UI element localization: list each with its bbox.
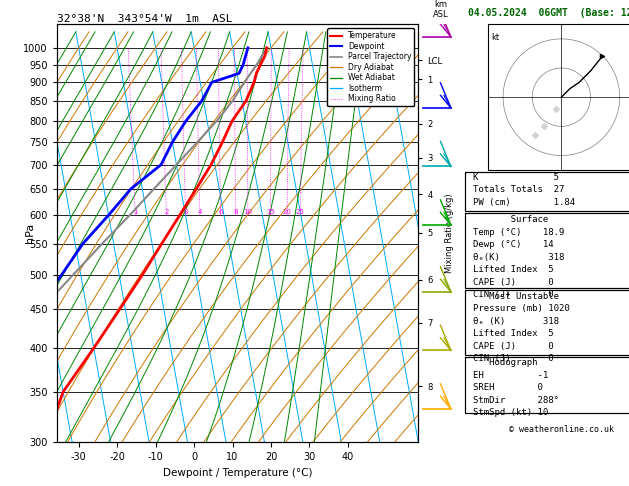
Text: 1: 1 (133, 209, 138, 215)
Text: Most Unstable
Pressure (mb) 1020
θₑ (K)       318
Lifted Index  5
CAPE (J)      : Most Unstable Pressure (mb) 1020 θₑ (K) … (473, 292, 570, 363)
Y-axis label: Mixing Ratio (g/kg): Mixing Ratio (g/kg) (445, 193, 454, 273)
Text: 32°38'N  343°54'W  1m  ASL: 32°38'N 343°54'W 1m ASL (57, 14, 232, 23)
Text: km
ASL: km ASL (433, 0, 448, 19)
Text: 3: 3 (184, 209, 188, 215)
Text: 20: 20 (282, 209, 292, 215)
Text: 15: 15 (266, 209, 275, 215)
Legend: Temperature, Dewpoint, Parcel Trajectory, Dry Adiabat, Wet Adiabat, Isotherm, Mi: Temperature, Dewpoint, Parcel Trajectory… (327, 28, 415, 106)
Text: 04.05.2024  06GMT  (Base: 12): 04.05.2024 06GMT (Base: 12) (468, 8, 629, 18)
Text: Hodograph
EH          -1
SREH        0
StmDir      288°
StmSpd (kt) 10: Hodograph EH -1 SREH 0 StmDir 288° StmSp… (473, 358, 559, 417)
X-axis label: Dewpoint / Temperature (°C): Dewpoint / Temperature (°C) (163, 468, 312, 478)
Text: 2: 2 (164, 209, 169, 215)
Text: © weatheronline.co.uk: © weatheronline.co.uk (509, 425, 614, 434)
Text: Surface
Temp (°C)    18.9
Dewp (°C)    14
θₑ(K)         318
Lifted Index  5
CAPE: Surface Temp (°C) 18.9 Dewp (°C) 14 θₑ(K… (473, 215, 564, 299)
Text: 4: 4 (198, 209, 202, 215)
Text: K              5
Totals Totals  27
PW (cm)        1.84: K 5 Totals Totals 27 PW (cm) 1.84 (473, 173, 576, 207)
Text: 25: 25 (296, 209, 304, 215)
Text: kt: kt (491, 33, 499, 42)
Text: 10: 10 (243, 209, 252, 215)
Text: 6: 6 (218, 209, 223, 215)
Y-axis label: hPa: hPa (25, 223, 35, 243)
Text: 8: 8 (233, 209, 238, 215)
